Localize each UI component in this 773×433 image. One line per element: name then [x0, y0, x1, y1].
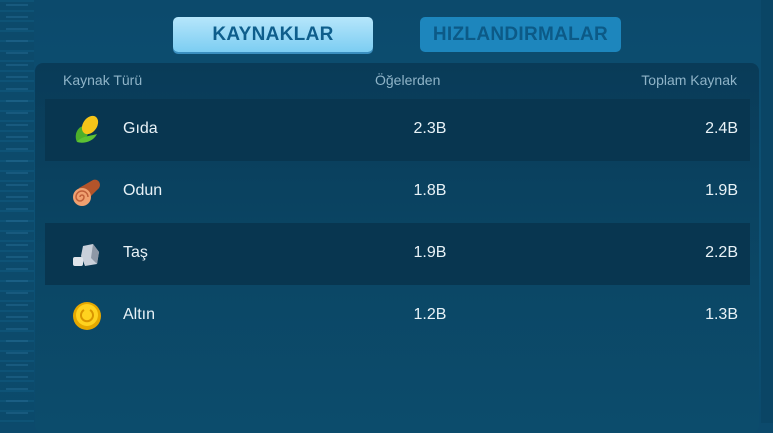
- table-row: Taş 1.9B 2.2B: [45, 223, 750, 285]
- header-total: Toplam Kaynak: [641, 72, 737, 88]
- total-value: 2.4B: [705, 120, 738, 137]
- header-resource-type: Kaynak Türü: [63, 72, 143, 88]
- wood-log-icon: [73, 179, 100, 206]
- tab-kaynaklar[interactable]: KAYNAKLAR: [173, 17, 373, 52]
- decorative-border-right: [761, 0, 773, 423]
- table-row: Altın 1.2B 1.3B: [45, 285, 750, 347]
- gold-coin-icon: [73, 302, 101, 330]
- corn-icon: [75, 115, 99, 143]
- from-items-value: 1.2B: [413, 306, 447, 323]
- resource-name: Taş: [123, 244, 148, 261]
- resource-name: Altın: [123, 306, 156, 323]
- total-value: 1.3B: [705, 306, 738, 323]
- from-items-value: 2.3B: [413, 120, 447, 137]
- resource-name: Odun: [123, 182, 163, 199]
- table-row: Gıda 2.3B 2.4B: [45, 99, 750, 161]
- resources-table: Kaynak Türü Öğelerden Toplam Kaynak Gıda…: [35, 63, 759, 433]
- total-value: 1.9B: [705, 182, 738, 199]
- resource-name: Gıda: [123, 120, 158, 137]
- stone-icon: [73, 244, 99, 266]
- header-from-items: Öğelerden: [375, 72, 441, 88]
- from-items-value: 1.9B: [413, 244, 447, 261]
- table-row: Odun 1.8B 1.9B: [45, 161, 750, 223]
- from-items-value: 1.8B: [413, 182, 447, 199]
- total-value: 2.2B: [705, 244, 738, 261]
- decorative-border-left: [0, 0, 34, 423]
- tab-hizlandirmalar[interactable]: HIZLANDIRMALAR: [420, 17, 621, 52]
